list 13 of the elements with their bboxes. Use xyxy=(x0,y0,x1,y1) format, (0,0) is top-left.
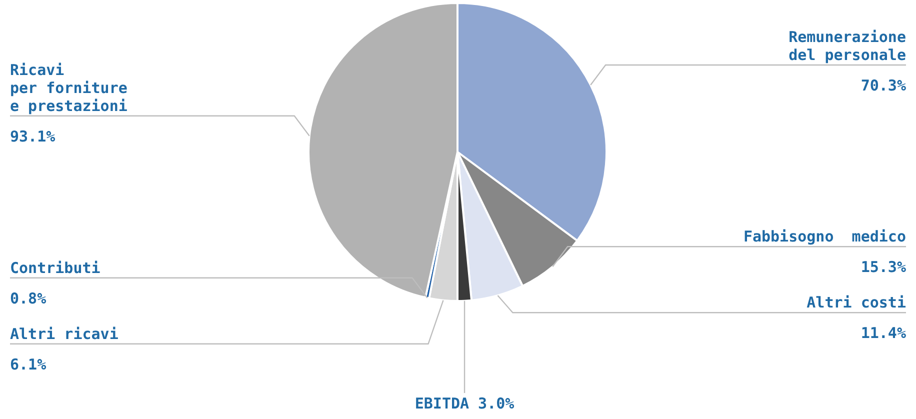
data-label: 11.4% xyxy=(860,324,906,342)
slice-label: Ricavi per forniture e prestazioni xyxy=(10,60,128,115)
slice-label: Fabbisogno medico xyxy=(743,228,906,246)
data-label: 0.8% xyxy=(10,289,46,308)
data-label: 70.3% xyxy=(860,76,906,94)
slice-label: Remunerazione del personale xyxy=(788,28,906,64)
data-label: 93.1% xyxy=(10,127,56,146)
slice-label: Altri ricavi xyxy=(10,324,118,343)
slice-label: Altri costi xyxy=(806,294,906,312)
data-label: 6.1% xyxy=(10,355,46,374)
slice-label: Contributi xyxy=(10,258,100,277)
slice-label: EBITDA 3.0% xyxy=(414,394,514,412)
data-label: 15.3% xyxy=(860,258,906,276)
